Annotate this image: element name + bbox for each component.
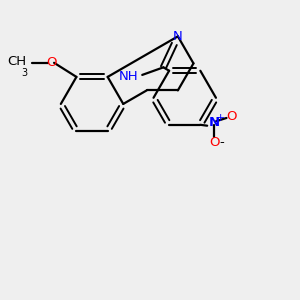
Text: -: - <box>220 136 224 148</box>
Text: 3: 3 <box>21 68 27 78</box>
Text: N: N <box>173 30 183 43</box>
Text: CH: CH <box>8 55 27 68</box>
Text: N: N <box>208 116 220 129</box>
Text: O: O <box>47 56 57 69</box>
Text: +: + <box>216 113 225 123</box>
Text: O: O <box>226 110 237 123</box>
Text: O: O <box>209 136 219 148</box>
Text: NH: NH <box>119 70 138 83</box>
